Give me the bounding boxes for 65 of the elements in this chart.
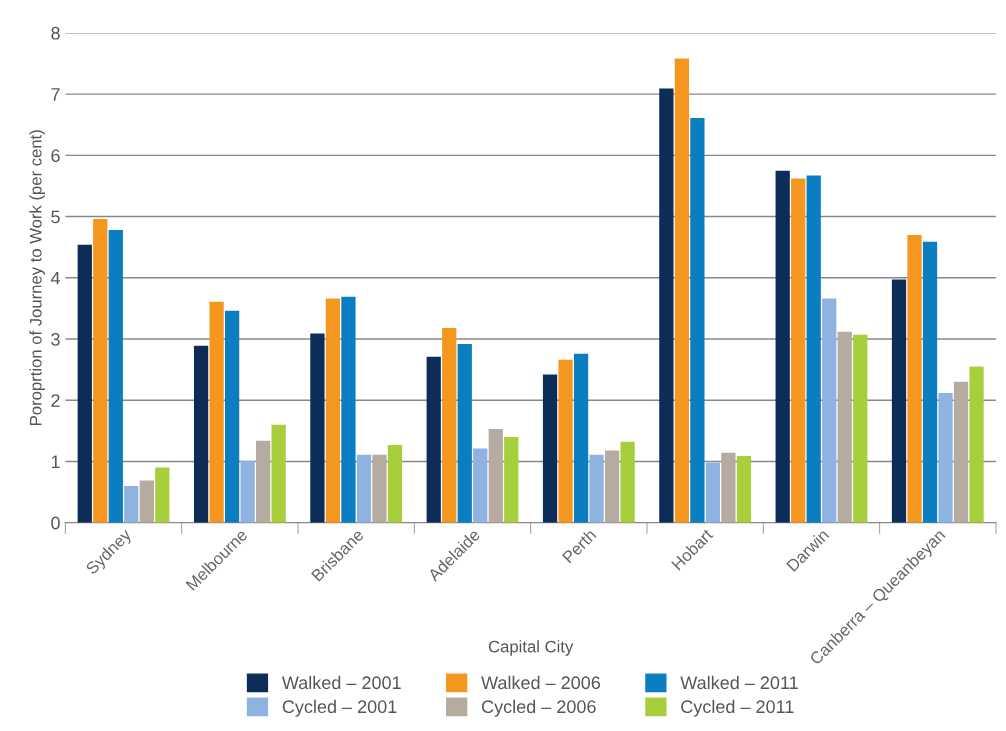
bar (907, 234, 922, 523)
bar (542, 374, 558, 523)
bar (891, 279, 907, 523)
bar (93, 219, 108, 523)
y-tick-label: 3 (51, 332, 60, 346)
bar (558, 359, 573, 523)
y-tick-label: 2 (51, 394, 60, 407)
bar (310, 333, 325, 523)
bar (791, 178, 806, 523)
bar (442, 327, 457, 523)
y-axis-title: Poroprtion of Journey to Work (per cent) (29, 130, 45, 425)
bar (953, 381, 969, 523)
bar (240, 460, 255, 523)
bar (457, 343, 472, 523)
y-tick-label: 5 (51, 210, 60, 224)
bar (325, 298, 341, 523)
y-tick-label: 1 (51, 455, 60, 468)
bar (736, 455, 752, 523)
legend-label: Cycled – 2001 (282, 699, 397, 717)
bar (271, 424, 286, 523)
bar (837, 331, 852, 523)
bar (504, 436, 519, 523)
bar (806, 175, 821, 523)
bar (209, 301, 224, 523)
y-tick-label: 7 (51, 88, 60, 101)
bar (620, 441, 635, 523)
bar (721, 452, 736, 523)
legend-label: Cycled – 2006 (481, 699, 596, 717)
bar (705, 462, 721, 523)
bar (938, 392, 953, 523)
bar (341, 296, 356, 523)
bar (108, 230, 123, 523)
bar (674, 58, 690, 523)
bar (155, 467, 170, 523)
bar (224, 310, 240, 523)
bar (488, 429, 503, 523)
y-tick-label: 8 (51, 26, 60, 40)
bar (387, 444, 403, 523)
bar (372, 454, 387, 523)
bar (822, 298, 837, 523)
bar (589, 454, 604, 523)
bar (473, 448, 488, 523)
bar (775, 170, 790, 523)
y-tick-label: 0 (51, 516, 60, 530)
bar (853, 334, 868, 523)
x-axis-title: Capital City (488, 640, 574, 656)
bar (356, 454, 372, 523)
bar (969, 366, 984, 523)
bar (124, 485, 139, 523)
bar (922, 241, 938, 523)
bar (659, 88, 674, 523)
y-tick-label: 6 (51, 149, 60, 163)
bar (573, 353, 589, 523)
bar (256, 440, 271, 523)
bar (77, 244, 92, 523)
legend-label: Walked – 2001 (281, 675, 401, 690)
bar (426, 356, 441, 523)
bar (193, 345, 209, 523)
bar (690, 117, 705, 523)
legend-label: Walked – 2011 (680, 675, 798, 690)
bar (604, 450, 620, 523)
legend-label: Walked – 2006 (481, 675, 601, 690)
y-tick-label: 4 (50, 271, 60, 285)
legend-label: Cycled – 2011 (681, 699, 794, 717)
bar (139, 480, 154, 523)
